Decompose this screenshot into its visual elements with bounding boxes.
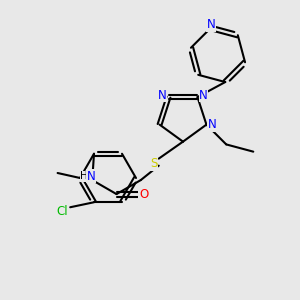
Text: N: N [206,19,215,32]
Text: Cl: Cl [56,205,68,218]
Text: N: N [199,88,208,102]
Text: O: O [139,188,148,201]
Text: H: H [80,171,88,181]
Text: N: N [208,118,217,131]
Text: N: N [87,169,96,183]
Text: N: N [158,88,167,102]
Text: S: S [150,157,158,170]
